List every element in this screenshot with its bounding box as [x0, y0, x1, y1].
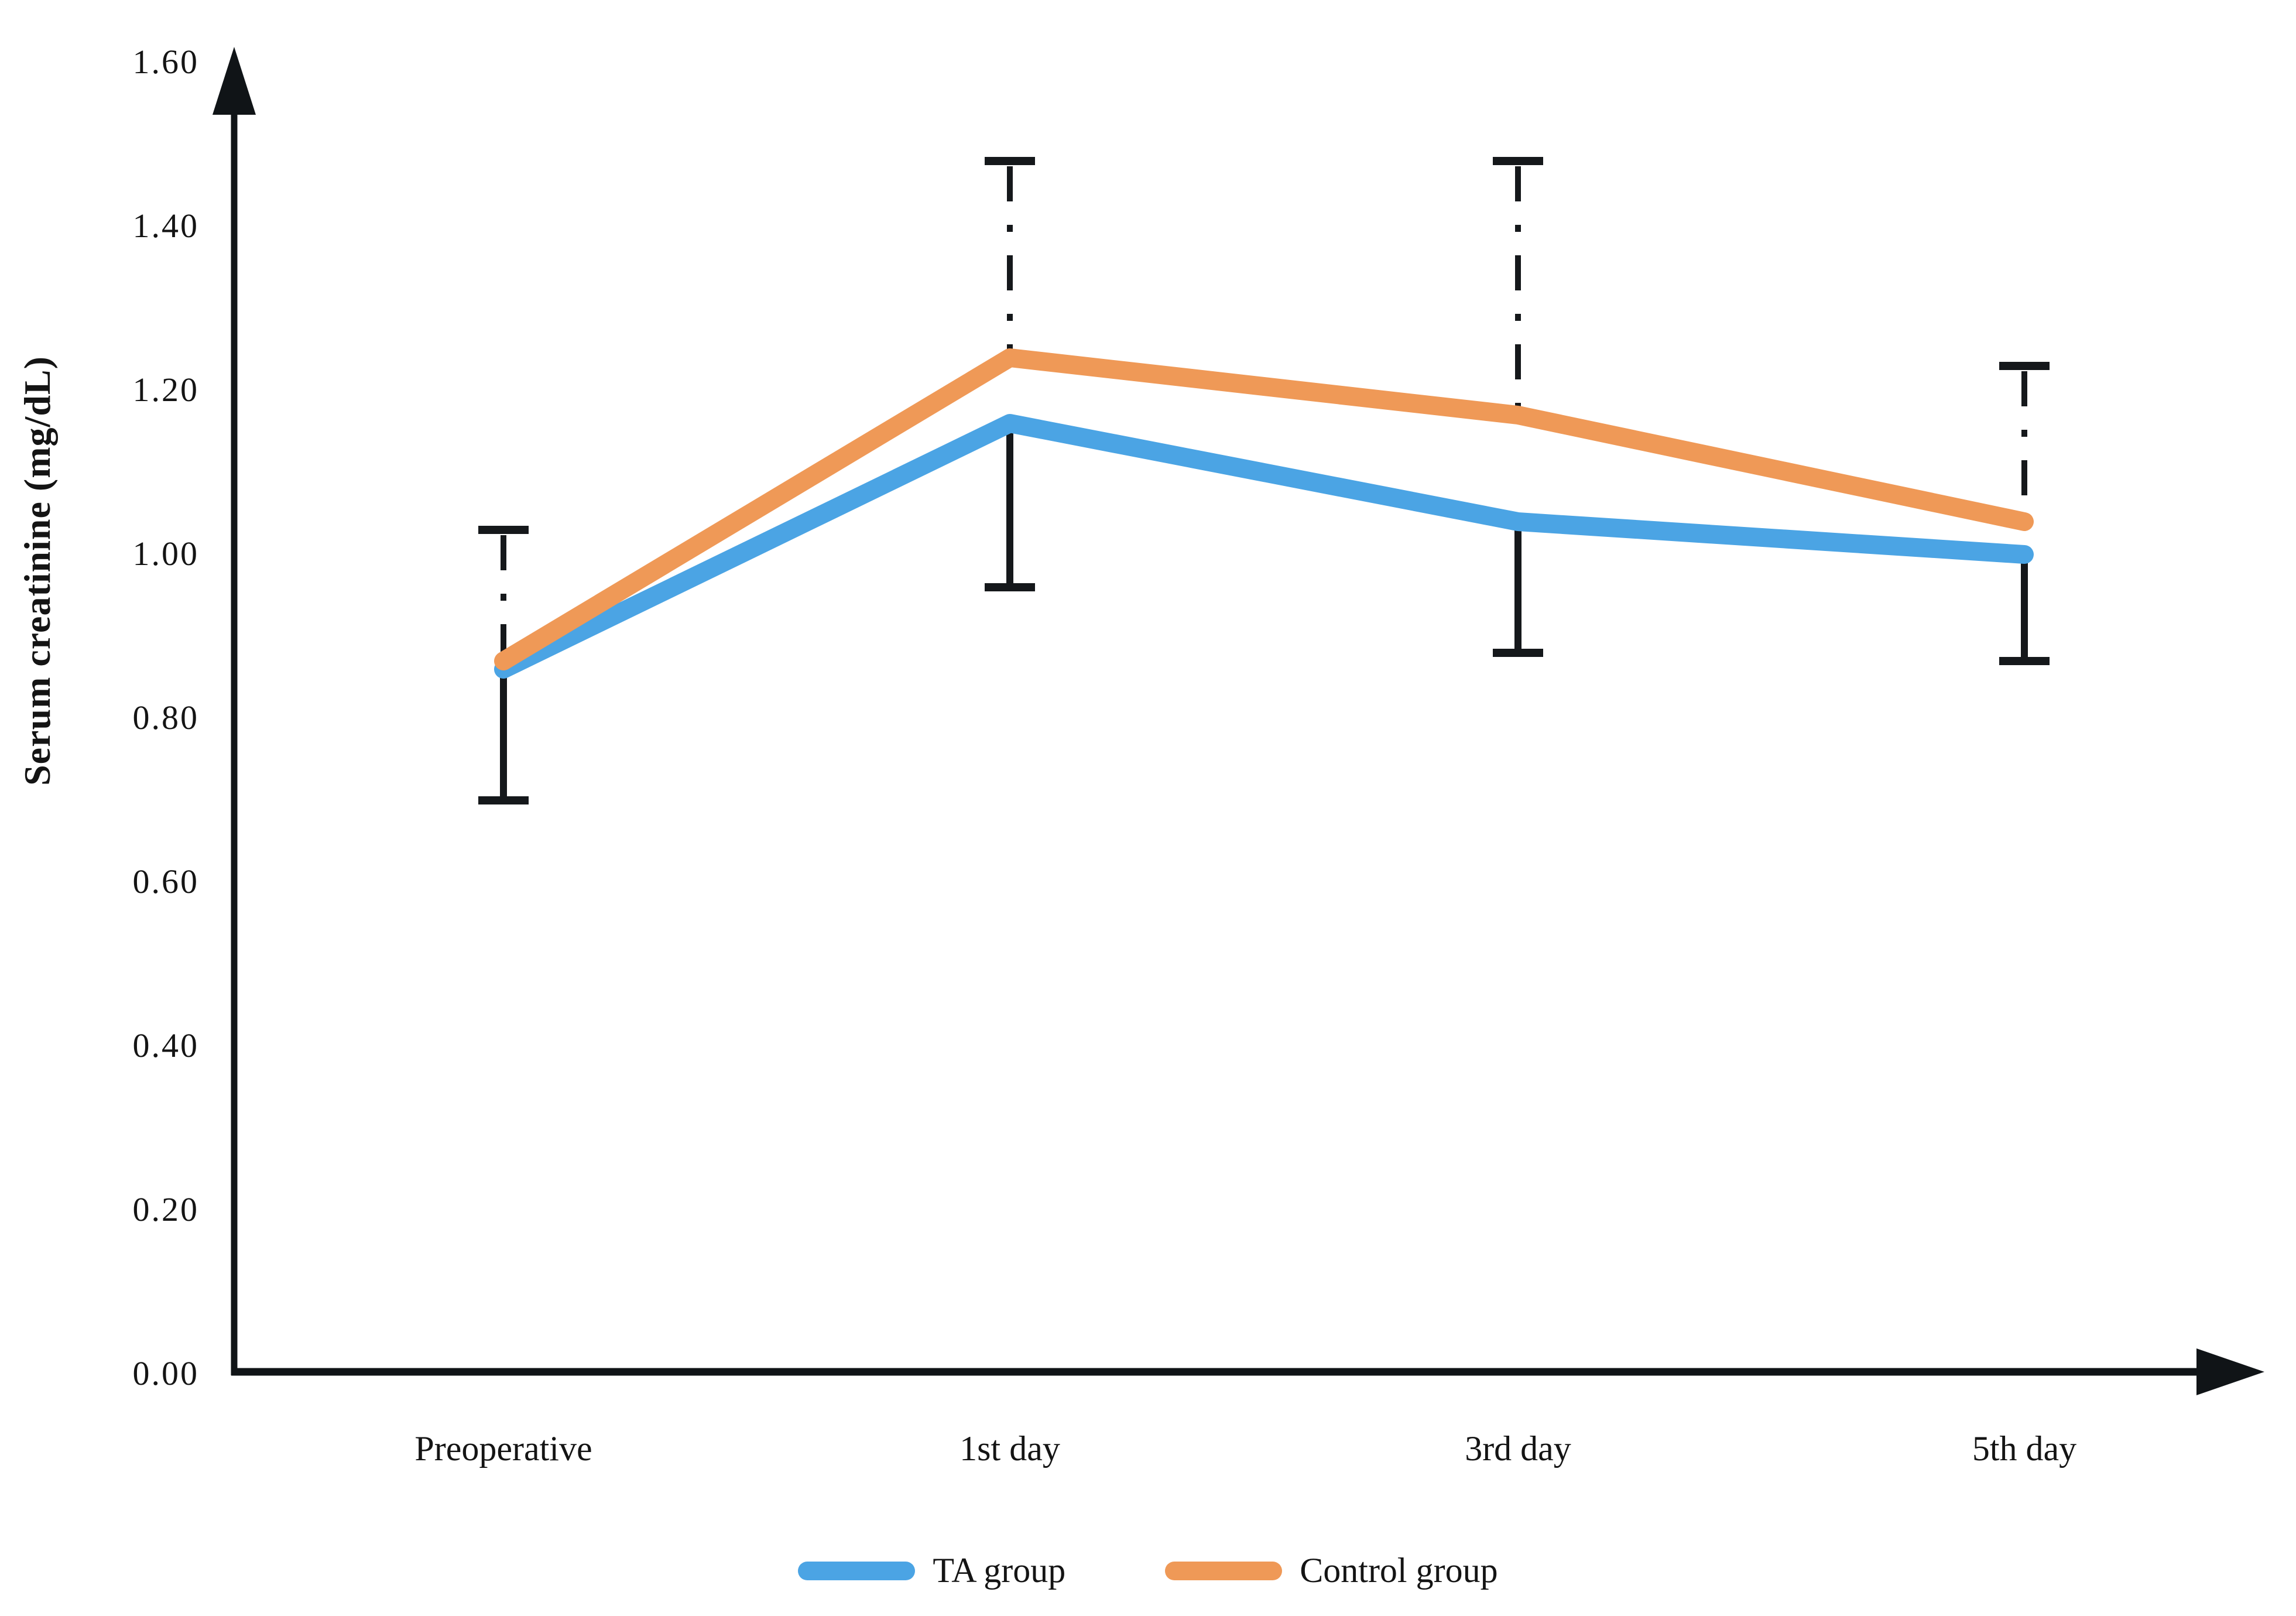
- series-line-control-group: [494, 348, 2034, 670]
- y-tick-label-0.00: 0.00: [132, 1354, 199, 1393]
- legend-swatch-control-group: [1165, 1561, 1283, 1580]
- x-category-label-preoperative: Preoperative: [414, 1429, 592, 1468]
- series-line-ta-group: [494, 414, 2034, 679]
- legend-item-ta-group: TA group: [798, 1550, 1065, 1591]
- y-tick-label-0.80: 0.80: [132, 699, 199, 737]
- y-tick-label-1.20: 1.20: [132, 371, 199, 409]
- y-axis-arrowhead: [213, 47, 256, 115]
- x-category-label-3rd-day: 3rd day: [1465, 1429, 1571, 1468]
- y-tick-label-1.00: 1.00: [132, 535, 199, 573]
- y-tick-label-0.40: 0.40: [132, 1026, 199, 1065]
- legend-swatch-ta-group: [798, 1561, 916, 1580]
- y-tick-label-1.60: 1.60: [132, 43, 199, 81]
- y-tick-label-0.20: 0.20: [132, 1190, 199, 1229]
- legend-label-ta-group: TA group: [933, 1551, 1066, 1590]
- x-category-label-1st-day: 1st day: [959, 1429, 1060, 1468]
- legend-label-control-group: Control group: [1300, 1551, 1498, 1590]
- y-tick-label-0.60: 0.60: [132, 862, 199, 901]
- x-axis-arrowhead: [2196, 1348, 2264, 1395]
- legend-item-control-group: Control group: [1165, 1550, 1498, 1591]
- y-tick-label-1.40: 1.40: [132, 207, 199, 245]
- x-category-label-5th-day: 5th day: [1972, 1429, 2077, 1468]
- legend: TA group Control group: [0, 1550, 2296, 1591]
